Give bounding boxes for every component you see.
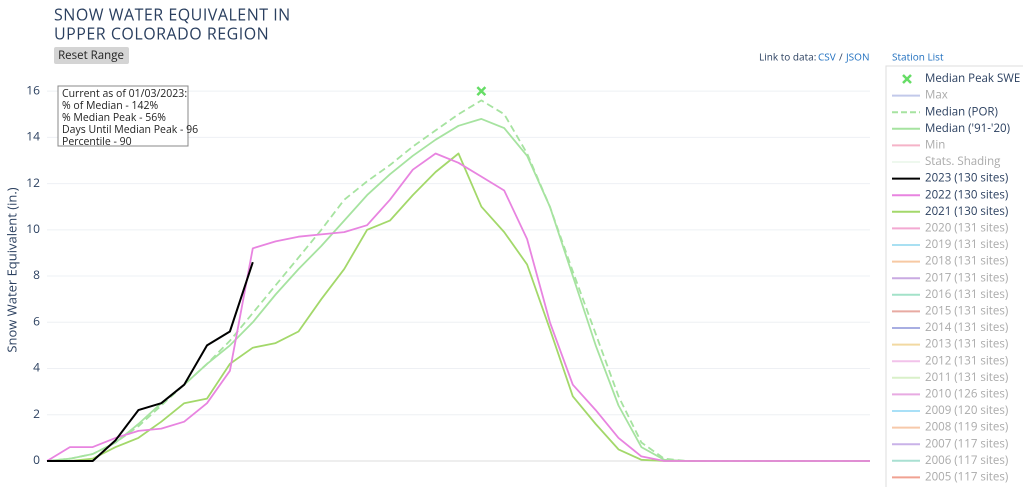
series-line: [47, 261, 254, 462]
legend-label[interactable]: 2022 (130 sites): [925, 187, 1008, 202]
legend-item[interactable]: 2021 (130 sites): [892, 204, 1008, 219]
legend-label[interactable]: 2016 (131 sites): [925, 287, 1008, 302]
legend-label[interactable]: 2008 (119 sites): [925, 420, 1008, 435]
y-tick-label: 2: [33, 405, 40, 422]
plot-area: [46, 86, 870, 462]
annotation-line: Percentile - 90: [62, 135, 132, 149]
legend-item[interactable]: Median ('91-'20): [892, 121, 1010, 136]
y-tick-label: 0: [33, 451, 40, 468]
csv-link[interactable]: CSV: [818, 50, 836, 64]
legend-item[interactable]: Median (POR): [892, 104, 998, 119]
legend-label[interactable]: Max: [925, 88, 948, 103]
legend-label[interactable]: Median Peak SWE: [925, 71, 1020, 86]
legend-label[interactable]: 2013 (131 sites): [925, 337, 1008, 352]
legend-label[interactable]: Median ('91-'20): [925, 121, 1010, 136]
separator: /: [839, 50, 843, 64]
legend-label[interactable]: 2010 (126 sites): [925, 386, 1008, 401]
annotation-line: Days Until Median Peak - 96: [62, 123, 198, 137]
y-tick-label: 8: [33, 266, 40, 283]
legend-item[interactable]: 2011 (131 sites): [892, 370, 1008, 385]
legend-label[interactable]: 2005 (117 sites): [925, 469, 1008, 484]
legend-label[interactable]: 2023 (130 sites): [925, 171, 1008, 186]
legend-label[interactable]: 2007 (117 sites): [925, 436, 1008, 451]
legend-item[interactable]: 2008 (119 sites): [892, 420, 1008, 435]
legend-item[interactable]: 2014 (131 sites): [892, 320, 1008, 335]
json-link[interactable]: JSON: [845, 50, 869, 64]
legend-label[interactable]: 2021 (130 sites): [925, 204, 1008, 219]
legend-label[interactable]: 2006 (117 sites): [925, 453, 1008, 468]
series-line: [46, 118, 870, 462]
legend-label[interactable]: 2015 (131 sites): [925, 303, 1008, 318]
legend-item[interactable]: Stats. Shading: [892, 154, 1001, 169]
legend-item[interactable]: 2017 (131 sites): [892, 270, 1008, 285]
legend-label[interactable]: 2014 (131 sites): [925, 320, 1008, 335]
legend-label[interactable]: 2019 (131 sites): [925, 237, 1008, 252]
legend-item[interactable]: 2013 (131 sites): [892, 337, 1008, 352]
title-line: UPPER COLORADO REGION: [54, 22, 269, 44]
legend-label[interactable]: 2018 (131 sites): [925, 254, 1008, 269]
legend-item[interactable]: Median Peak SWE: [902, 71, 1020, 86]
legend-item[interactable]: 2006 (117 sites): [892, 453, 1008, 468]
legend-label[interactable]: 2009 (120 sites): [925, 403, 1008, 418]
legend-item[interactable]: 2007 (117 sites): [892, 436, 1008, 451]
legend-label[interactable]: Min: [925, 137, 945, 152]
legend-label[interactable]: 2012 (131 sites): [925, 353, 1008, 368]
legend-item[interactable]: 2020 (131 sites): [892, 220, 1008, 235]
legend-item[interactable]: 2005 (117 sites): [892, 469, 1008, 484]
legend-label[interactable]: 2020 (131 sites): [925, 220, 1008, 235]
station-list-link[interactable]: Station List: [892, 50, 944, 64]
annotation-line: % Median Peak - 56%: [62, 111, 166, 125]
legend-item[interactable]: 2016 (131 sites): [892, 287, 1008, 302]
legend-label[interactable]: Median (POR): [925, 104, 998, 119]
title-line: SNOW WATER EQUIVALENT IN: [54, 3, 291, 25]
annotation-line: % of Median - 142%: [62, 99, 159, 113]
y-tick-label: 4: [33, 359, 40, 376]
legend-symbol: [902, 74, 912, 84]
annotation-box: [57, 85, 189, 147]
y-axis-label: Snow Water Equivalent (in.): [2, 187, 20, 352]
legend-item[interactable]: 2023 (130 sites): [892, 171, 1008, 186]
link-label: Link to data:: [759, 50, 816, 64]
y-tick-label: 12: [26, 174, 40, 191]
legend-item[interactable]: 2018 (131 sites): [892, 254, 1008, 269]
legend-label[interactable]: Stats. Shading: [925, 154, 1001, 169]
legend-label[interactable]: 2011 (131 sites): [925, 370, 1008, 385]
reset-button-label[interactable]: Reset Range: [58, 48, 124, 63]
legend-item[interactable]: Min: [892, 137, 945, 152]
legend-label[interactable]: 2017 (131 sites): [925, 270, 1008, 285]
y-tick-label: 16: [26, 81, 40, 98]
legend-item[interactable]: 2019 (131 sites): [892, 237, 1008, 252]
y-tick-label: 14: [26, 128, 40, 145]
y-tick-label: 6: [33, 312, 40, 329]
annotation: Current as of 01/03/2023:% of Median - 1…: [62, 87, 198, 149]
reset-button[interactable]: [54, 47, 129, 64]
peak-marker: [476, 86, 487, 97]
legend-item[interactable]: Max: [892, 88, 948, 103]
legend-item[interactable]: 2009 (120 sites): [892, 403, 1008, 418]
y-tick-label: 10: [26, 220, 40, 237]
legend-item[interactable]: 2012 (131 sites): [892, 353, 1008, 368]
annotation-line: Current as of 01/03/2023:: [62, 87, 187, 101]
legend-item[interactable]: 2015 (131 sites): [892, 303, 1008, 318]
legend-item[interactable]: 2022 (130 sites): [892, 187, 1008, 202]
series-line: [46, 152, 870, 462]
legend-item[interactable]: 2010 (126 sites): [892, 386, 1008, 401]
